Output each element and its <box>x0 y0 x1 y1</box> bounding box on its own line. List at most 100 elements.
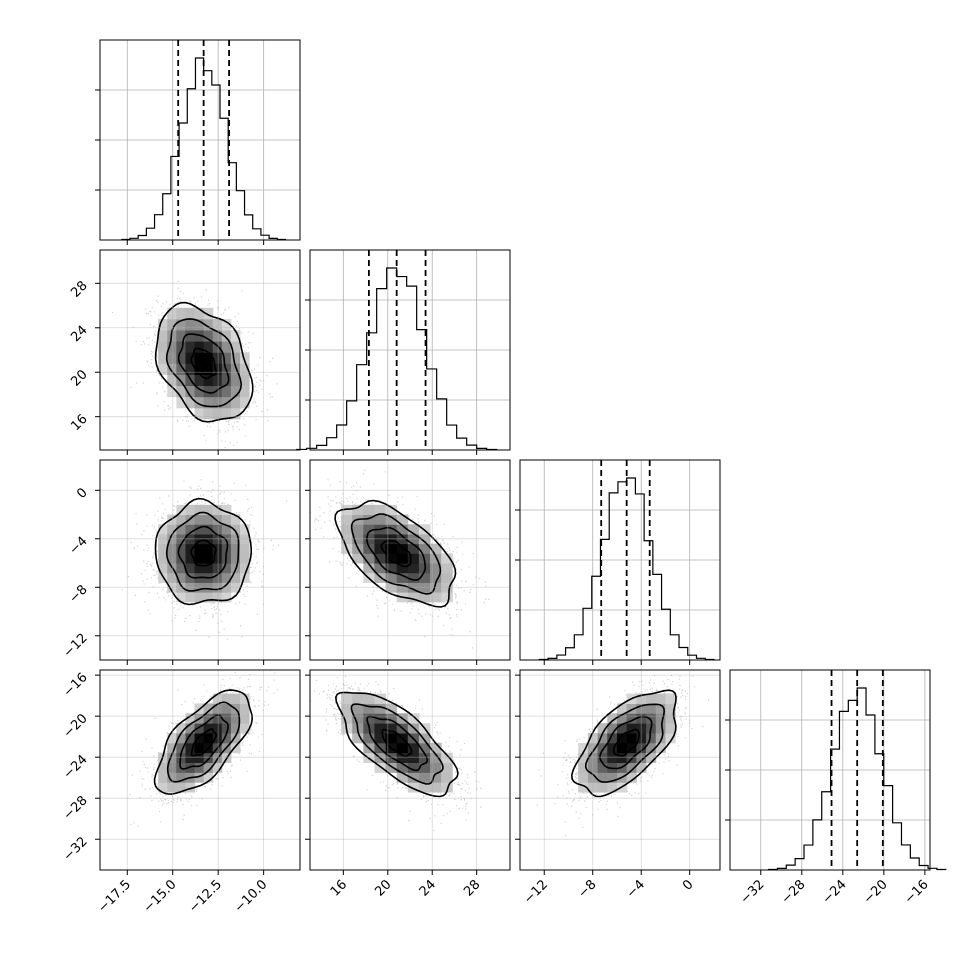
panel-2-1-cell <box>396 514 409 525</box>
panel-1-0-cell <box>212 374 223 387</box>
panel-3-2-content <box>520 670 720 870</box>
panel-1-0-cell <box>203 307 214 320</box>
panel-2-0-cell <box>230 543 241 554</box>
panel-1-0-cell <box>167 307 177 320</box>
panel-2-0-cell <box>212 553 223 564</box>
panel-3-1-cell <box>418 732 431 744</box>
panel-3-2-cell <box>597 732 608 744</box>
xtick-label-param1-3: 28 <box>461 877 483 899</box>
panel-1-0-cell <box>230 341 241 353</box>
panel-3-0-cell <box>203 752 214 764</box>
panel-1-0-cell <box>230 385 241 398</box>
panel-3-1-cell <box>385 703 398 714</box>
panel-2-0-cell <box>167 572 177 583</box>
xtick-label-param1-2: 24 <box>417 877 439 899</box>
panel-1-0-cell <box>212 352 223 364</box>
panel-2-0-cell <box>176 592 186 603</box>
panel-2-1-cell <box>363 553 375 564</box>
panel-3-0-cell <box>176 772 186 783</box>
panel-3-0-cell <box>194 772 205 783</box>
panel-2-0-cell <box>185 504 196 516</box>
panel-1-0-cell <box>212 396 223 409</box>
panel-3-2-contour-0 <box>570 689 677 798</box>
xtick-label-param2-3: 0 <box>680 877 696 893</box>
panel-2-0-cell <box>185 524 196 535</box>
panel-3-1-cell <box>341 713 353 724</box>
panel-2-1-contour-0 <box>334 499 457 608</box>
panel-1-0-cell <box>194 363 205 375</box>
panel-2-1-cell <box>430 572 442 583</box>
panel-3-1-cell <box>418 742 431 754</box>
panel-2-0-cell <box>176 524 186 535</box>
panel-2-1-cell <box>363 543 375 554</box>
panel-3-2-cell <box>616 732 628 744</box>
panel-2-1-cell <box>374 563 387 574</box>
panel-2-0-cell <box>230 553 241 564</box>
panel-2-0-cell <box>212 563 223 574</box>
ytick-label-param2-3: 0 <box>74 485 90 501</box>
panel-3-0-cell <box>185 752 196 764</box>
panel-3-1-cell <box>441 772 453 783</box>
panel-1-0-cell <box>240 396 250 409</box>
panel-3-2-cell <box>655 713 666 724</box>
panel-3-2-cell <box>626 772 637 783</box>
panel-3-2-contour-3 <box>612 728 641 757</box>
panel-1-0-cell <box>203 363 214 375</box>
panel-3-1-cell <box>430 742 442 754</box>
panel-1-0-cell <box>230 407 241 420</box>
panel-2-0-cell <box>212 504 223 516</box>
panel-2-1-cell <box>396 524 409 535</box>
panel-3-0-cell <box>230 723 241 734</box>
panel-3-1-cell <box>352 732 364 744</box>
panel-2-1-contour-3 <box>380 539 412 568</box>
panel-3-2-cell <box>655 742 666 754</box>
panel-2-1-frame <box>309 459 511 661</box>
panel-2-0-contour-0 <box>154 497 252 606</box>
xtick-label-param3-4: −16 <box>902 877 932 907</box>
panel-3-1-cell <box>385 762 398 773</box>
panel-3-0-cell <box>230 713 241 724</box>
panel-2-1-cell <box>407 543 420 554</box>
panel-1-0-cell <box>203 374 214 387</box>
panel-2-0-frame <box>99 459 301 661</box>
panel-2-1-cell <box>341 514 353 525</box>
panel-3-1-cell <box>363 703 375 714</box>
panel-3-2-cell <box>607 732 618 744</box>
panel-1-0-cell <box>203 318 214 331</box>
panel-2-1-cell <box>407 592 420 603</box>
panel-3-0-cell <box>194 732 205 744</box>
ytick-label-param1-0: 16 <box>68 412 90 434</box>
panel-3-2-cell <box>616 723 628 734</box>
xtick-label-param1-0: 16 <box>328 877 350 899</box>
panel-3-0-cell <box>203 713 214 724</box>
panel-3-0-cell <box>240 693 250 704</box>
panel-3-0-cell <box>212 693 223 704</box>
panel-1-0-cell <box>221 352 232 364</box>
panel-2-1-cell <box>441 563 453 574</box>
hist-panel-2 <box>515 459 721 665</box>
panel-2-1-cell <box>418 592 431 603</box>
panel-3-0-cell <box>185 782 196 793</box>
panel-3-1-contour-2 <box>366 715 429 772</box>
panel-2-0-cell <box>212 592 223 603</box>
panel-2-1-cell <box>430 553 442 564</box>
panel-2-0-cell <box>194 524 205 535</box>
panel-1-0-cell <box>185 385 196 398</box>
panel-3-1-cell <box>407 713 420 724</box>
panel-2-0-cell <box>158 563 168 574</box>
panel-1-0-cell <box>203 407 214 420</box>
panel-1-0-cell <box>176 307 186 320</box>
panel-3-0-cell <box>158 782 168 793</box>
panel-2-0-cell <box>185 543 196 554</box>
panel-3-1-contour-3 <box>381 728 413 758</box>
panel-2-1-cell <box>396 543 409 554</box>
panel-2-0-cell <box>221 514 232 525</box>
panel-2-1-cell <box>418 572 431 583</box>
panel-1-0-cell <box>221 318 232 331</box>
panel-2-0-cell <box>230 524 241 535</box>
panel-1-0-cell <box>176 363 186 375</box>
panel-3-0-cell <box>230 693 241 704</box>
panel-2-0-cell <box>230 514 241 525</box>
panel-3-1-cell <box>374 762 387 773</box>
xtick-label-param3-3: −20 <box>861 877 891 907</box>
